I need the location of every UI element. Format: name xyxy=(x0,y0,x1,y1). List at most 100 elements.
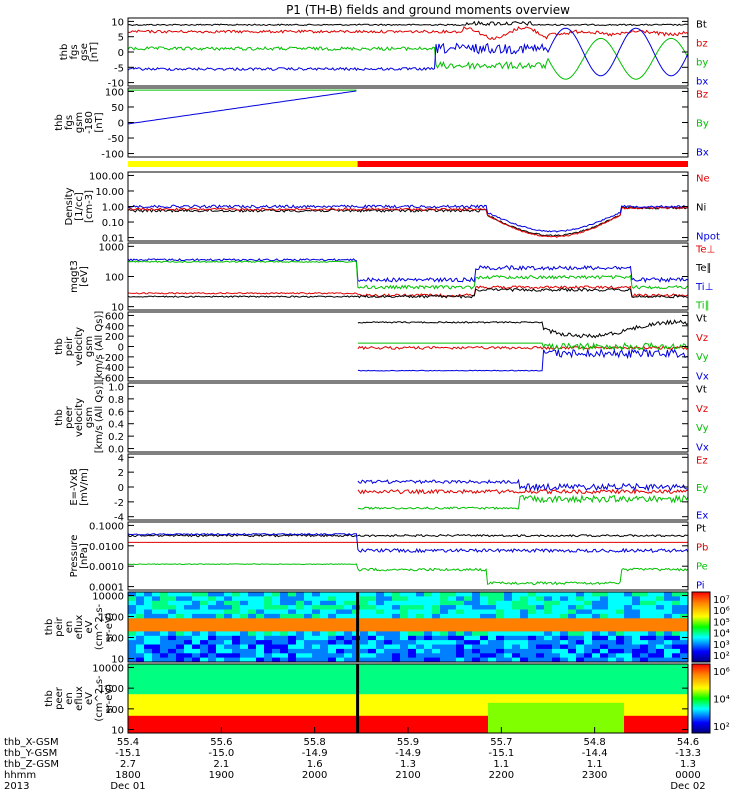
spec-cell xyxy=(312,707,321,712)
spec-cell xyxy=(592,596,601,602)
spec-cell xyxy=(456,600,465,606)
spec-cell xyxy=(664,664,673,669)
spec-cell xyxy=(368,644,377,650)
spec-cell xyxy=(552,653,561,659)
spec-cell xyxy=(624,672,633,678)
spec-cell xyxy=(648,609,657,615)
ylabel-line: [nT] xyxy=(89,42,100,62)
spec-cell xyxy=(448,694,457,699)
spec-cell xyxy=(344,664,353,669)
spec-cell xyxy=(296,635,305,641)
spec-cell xyxy=(640,631,649,637)
spec-cell xyxy=(216,609,225,615)
ylabel-line: thb xyxy=(44,690,55,707)
spec-cell xyxy=(456,668,465,674)
spec-cell xyxy=(512,728,521,734)
spec-cell xyxy=(168,668,177,674)
panel-peer-spec-ylabel: thbpeerenefluxeV(cm^2-s-sr-eV) xyxy=(44,675,115,722)
spec-cell xyxy=(288,702,297,708)
spec-cell xyxy=(344,707,353,712)
spec-cell xyxy=(296,657,305,663)
spec-cell xyxy=(544,618,553,624)
spec-cell xyxy=(448,644,457,650)
spec-cell xyxy=(248,685,257,691)
spec-cell xyxy=(472,596,481,602)
spec-cell xyxy=(184,618,193,624)
spec-cell xyxy=(416,689,425,695)
spec-cell xyxy=(544,720,553,725)
spec-cell xyxy=(632,648,641,654)
spec-cell xyxy=(384,618,393,624)
spec-cell xyxy=(656,728,665,734)
spec-cell xyxy=(168,657,177,663)
spec-cell xyxy=(496,618,505,624)
spec-cell xyxy=(272,596,281,602)
spec-cell xyxy=(488,609,497,615)
spec-cell xyxy=(608,635,617,641)
spec-cell xyxy=(232,640,241,645)
ylabel-line: -180 xyxy=(84,111,95,134)
spec-cell xyxy=(192,600,201,606)
spec-cell xyxy=(584,618,593,624)
spec-cell xyxy=(280,681,289,687)
spec-cell xyxy=(264,609,273,615)
spec-cell xyxy=(416,676,425,682)
spec-cell xyxy=(544,698,553,704)
spec-cell xyxy=(208,672,217,678)
spec-cell xyxy=(608,668,617,674)
spec-cell xyxy=(344,640,353,645)
spec-cell xyxy=(280,596,289,602)
spec-cell xyxy=(680,698,689,704)
spec-cell xyxy=(248,694,257,699)
spec-cell xyxy=(544,707,553,712)
spec-cell xyxy=(632,635,641,641)
spec-cell xyxy=(384,600,393,606)
spec-cell xyxy=(256,724,265,730)
spec-cell xyxy=(544,622,553,628)
spec-cell xyxy=(312,720,321,725)
spec-cell xyxy=(208,702,217,708)
spec-cell xyxy=(200,653,209,659)
legend-Ez: Ez xyxy=(696,455,708,466)
spec-cell xyxy=(552,657,561,663)
spec-cell xyxy=(376,728,385,734)
xaxis-row-label: 2013 xyxy=(4,781,29,792)
spec-cell xyxy=(536,702,545,708)
spec-cell xyxy=(376,618,385,624)
spec-cell xyxy=(152,631,161,637)
spec-cell xyxy=(568,720,577,725)
spec-cell xyxy=(224,668,233,674)
spec-cell xyxy=(320,720,329,725)
spec-cell xyxy=(312,702,321,708)
spec-cell xyxy=(608,702,617,708)
spec-cell xyxy=(400,694,409,699)
spec-cell xyxy=(368,618,377,624)
spec-cell xyxy=(296,715,305,721)
spec-cell xyxy=(176,689,185,695)
spec-cell xyxy=(400,668,409,674)
spec-cell xyxy=(336,644,345,650)
spec-cell xyxy=(384,672,393,678)
line-Vz xyxy=(357,345,689,351)
spec-cell xyxy=(192,664,201,669)
spec-cell xyxy=(472,698,481,704)
spec-cell xyxy=(656,640,665,645)
spec-cell xyxy=(224,698,233,704)
spec-cell xyxy=(416,715,425,721)
spec-cell xyxy=(432,592,441,597)
spec-cell xyxy=(488,657,497,663)
spec-cell xyxy=(448,605,457,610)
spec-cell xyxy=(640,664,649,669)
spec-cell xyxy=(480,613,489,619)
spec-cell xyxy=(232,702,241,708)
spec-cell xyxy=(640,644,649,650)
spec-cell xyxy=(128,640,137,645)
spec-cell xyxy=(600,644,609,650)
spec-cell xyxy=(496,627,505,632)
spec-cell xyxy=(536,720,545,725)
spec-cell xyxy=(192,609,201,615)
spec-cell xyxy=(520,668,529,674)
spec-cell xyxy=(464,728,473,734)
spec-cell xyxy=(512,622,521,628)
spec-cell xyxy=(528,613,537,619)
